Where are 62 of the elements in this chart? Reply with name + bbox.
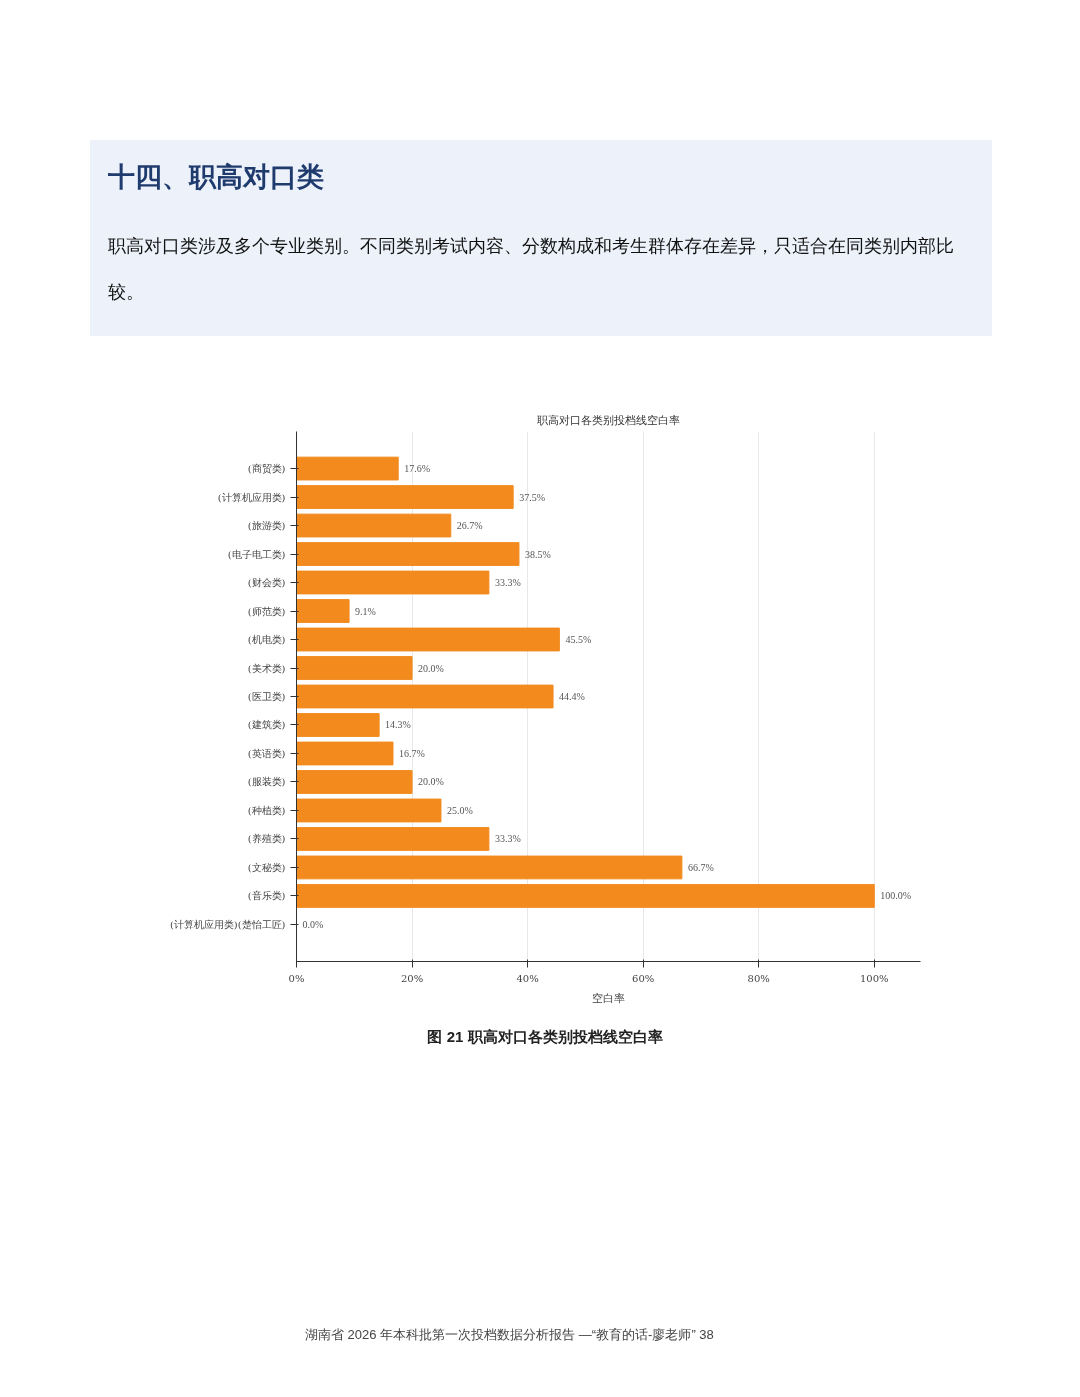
bar <box>296 713 380 737</box>
y-tick-label: (医卫类) <box>247 691 286 702</box>
x-tick-label: 0% <box>288 972 305 984</box>
data-label: 33.3% <box>494 833 521 845</box>
y-tick-label: (种植类) <box>247 804 286 816</box>
data-label: 33.3% <box>494 577 521 589</box>
data-label: 20.0% <box>418 776 444 788</box>
data-label: 14.3% <box>385 719 411 731</box>
data-label: 44.4% <box>559 691 585 702</box>
bar <box>296 855 683 880</box>
bar <box>296 485 514 509</box>
bar <box>296 741 394 766</box>
bar <box>296 627 560 652</box>
data-label: 100.0% <box>880 890 912 902</box>
data-label: 66.7% <box>687 861 714 873</box>
y-tick-label: (计算机应用类) <box>217 491 286 503</box>
bar <box>296 827 490 851</box>
bar <box>296 513 452 538</box>
bar <box>296 884 875 908</box>
bar <box>296 542 520 566</box>
bar <box>296 456 399 481</box>
y-tick-label: (建筑类) <box>247 719 286 731</box>
y-tick-label: (师范类) <box>247 605 286 617</box>
y-tick-label: (财会类) <box>247 577 286 589</box>
data-label: 0.0% <box>302 918 324 930</box>
y-tick-label: (音乐类) <box>247 890 286 902</box>
text: 十四、职高对口类 <box>108 161 325 194</box>
text: 职高对口类涉及多个专业类别。不同类别考试内容、分数构成和考生群体存在差异，只适合在同类别内部比较。 <box>108 235 954 302</box>
x-tick-label: 80% <box>747 972 770 984</box>
data-label: 9.1% <box>355 605 376 617</box>
data-label: 17.6% <box>404 463 431 475</box>
y-tick-label: (计算机应用类)(楚怡工匠) <box>169 918 286 930</box>
data-label: 25.0% <box>446 804 473 816</box>
bar <box>296 599 350 623</box>
bar <box>296 570 490 595</box>
data-label: 16.7% <box>398 747 425 759</box>
y-tick-label: (文秘类) <box>247 861 286 873</box>
y-tick-label: (机电类) <box>247 634 286 646</box>
data-label: 26.7% <box>456 520 483 532</box>
caption: 图 21 职高对口各类别投档线空白率 <box>426 1027 664 1047</box>
data-label: 45.5% <box>565 634 592 646</box>
data-label: 37.5% <box>519 491 546 503</box>
y-tick-label: (旅游类) <box>247 520 286 532</box>
x-tick-label: 40% <box>516 972 539 984</box>
text: 湖南省 2026 年本科批第一次投档数据分析报告 —“教育的话-廖老师” 38 <box>304 1326 715 1344</box>
x-tick-label: 100% <box>859 972 889 984</box>
bar <box>296 656 413 680</box>
y-tick-label: (美术类) <box>247 662 286 674</box>
bar <box>296 684 554 709</box>
y-tick-label: (养殖类) <box>247 833 286 845</box>
x-axis-title: 空白率 <box>592 991 625 1005</box>
bar <box>296 798 442 823</box>
y-tick-label: (英语类) <box>247 747 286 759</box>
y-tick-label: (商贸类) <box>247 463 286 475</box>
y-tick-label: (电子电工类) <box>227 548 286 560</box>
chart-title: 职高对口各类别投档线空白率 <box>537 413 680 427</box>
x-tick-label: 60% <box>632 972 655 984</box>
y-tick-label: (服装类) <box>247 776 286 788</box>
data-label: 20.0% <box>418 662 444 674</box>
bar <box>296 770 413 794</box>
data-label: 38.5% <box>524 548 551 560</box>
x-tick-label: 20% <box>400 972 424 984</box>
